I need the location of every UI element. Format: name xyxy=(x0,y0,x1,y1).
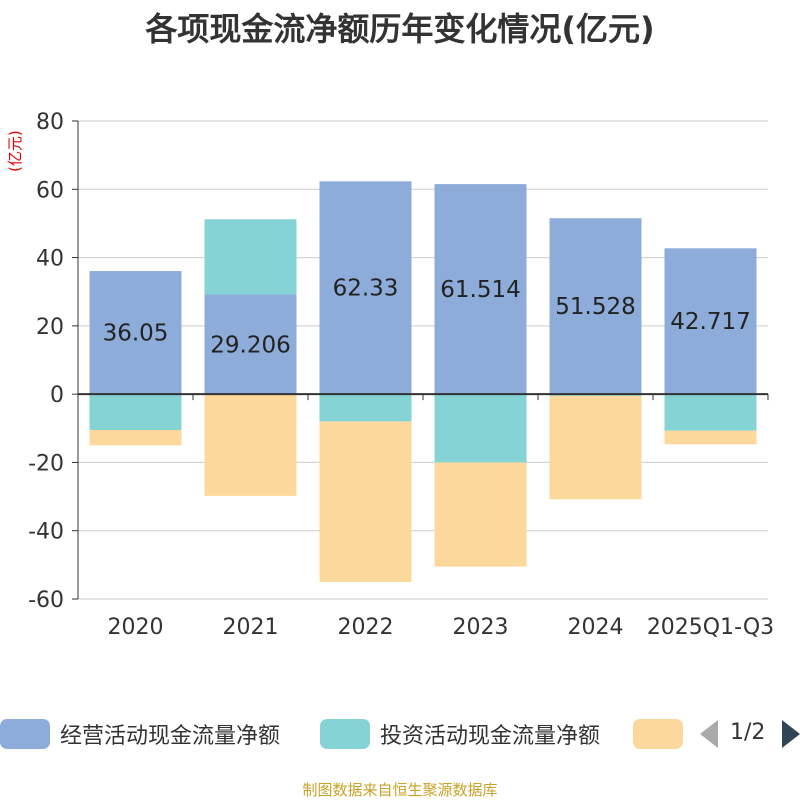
y-tick-label: -40 xyxy=(28,520,64,545)
y-tick-label: 80 xyxy=(36,110,64,135)
x-tick-label: 2024 xyxy=(568,615,624,640)
bar-data-label: 61.514 xyxy=(440,277,520,303)
y-tick-label: 20 xyxy=(36,315,64,340)
data-source-note: 制图数据来自恒生聚源数据库 xyxy=(302,781,498,799)
legend-prev-page-icon[interactable] xyxy=(700,720,718,748)
y-tick-label: 0 xyxy=(50,383,64,408)
bar-data-label: 42.717 xyxy=(670,309,750,335)
legend-item-operating[interactable]: 经营活动现金流量净额 xyxy=(0,718,280,750)
y-tick-label: -20 xyxy=(28,451,64,476)
stacked-bar-chart: 80 60 40 20 0 -20 -40 -60 36.05 29.206 62.33 61.514… xyxy=(28,110,774,640)
legend-item-investing[interactable]: 投资活动现金流量净额 xyxy=(320,718,600,750)
bar-data-label: 29.206 xyxy=(210,332,290,358)
legend-swatch-investing xyxy=(320,719,370,749)
bar-series0-2023 xyxy=(434,184,527,395)
y-tick-label: -60 xyxy=(28,588,64,613)
x-tick-label: 2020 xyxy=(108,615,164,640)
x-tick-label: 2025Q1-Q3 xyxy=(647,615,774,640)
bar-series0-2025Q1-Q3 xyxy=(664,248,757,395)
legend-label-investing: 投资活动现金流量净额 xyxy=(380,724,601,749)
bar-data-label: 36.05 xyxy=(103,321,169,347)
bar-series2-2022 xyxy=(319,421,412,582)
bar-series1-2025Q1-Q3 xyxy=(664,394,757,431)
bar-series0-2022 xyxy=(319,181,412,395)
x-tick-label: 2022 xyxy=(338,615,394,640)
bar-series1-2023 xyxy=(434,394,527,463)
x-tick-label: 2021 xyxy=(223,615,279,640)
legend-swatch-financing xyxy=(633,719,683,749)
y-tick-label: 40 xyxy=(36,247,64,272)
bar-series1-2022 xyxy=(319,394,412,422)
bar-series2-2024 xyxy=(549,395,642,500)
bar-series2-2020 xyxy=(89,429,182,446)
legend-pager: 1/2 xyxy=(700,718,800,750)
bar-series2-2021 xyxy=(204,394,297,496)
chart-title: 各项现金流净额历年变化情况(亿元) xyxy=(145,10,655,48)
bar-series1-2021 xyxy=(204,219,297,295)
legend-swatch-operating xyxy=(0,719,50,749)
legend-next-page-icon[interactable] xyxy=(782,720,800,748)
bar-series0-2021 xyxy=(204,294,297,395)
bar-series0-2020 xyxy=(89,271,182,395)
y-tick-label: 60 xyxy=(36,178,64,203)
bar-series2-2023 xyxy=(434,462,527,567)
bar-series2-2025Q1-Q3 xyxy=(664,430,757,445)
x-tick-label: 2023 xyxy=(453,615,509,640)
bar-data-label: 51.528 xyxy=(555,294,635,320)
legend-page-indicator: 1/2 xyxy=(730,720,766,745)
legend-label-operating: 经营活动现金流量净额 xyxy=(60,724,281,749)
bar-series0-2024 xyxy=(549,218,642,395)
legend-item-financing[interactable] xyxy=(633,718,683,750)
bar-series1-2020 xyxy=(89,394,182,430)
bar-data-label: 62.33 xyxy=(333,276,399,302)
